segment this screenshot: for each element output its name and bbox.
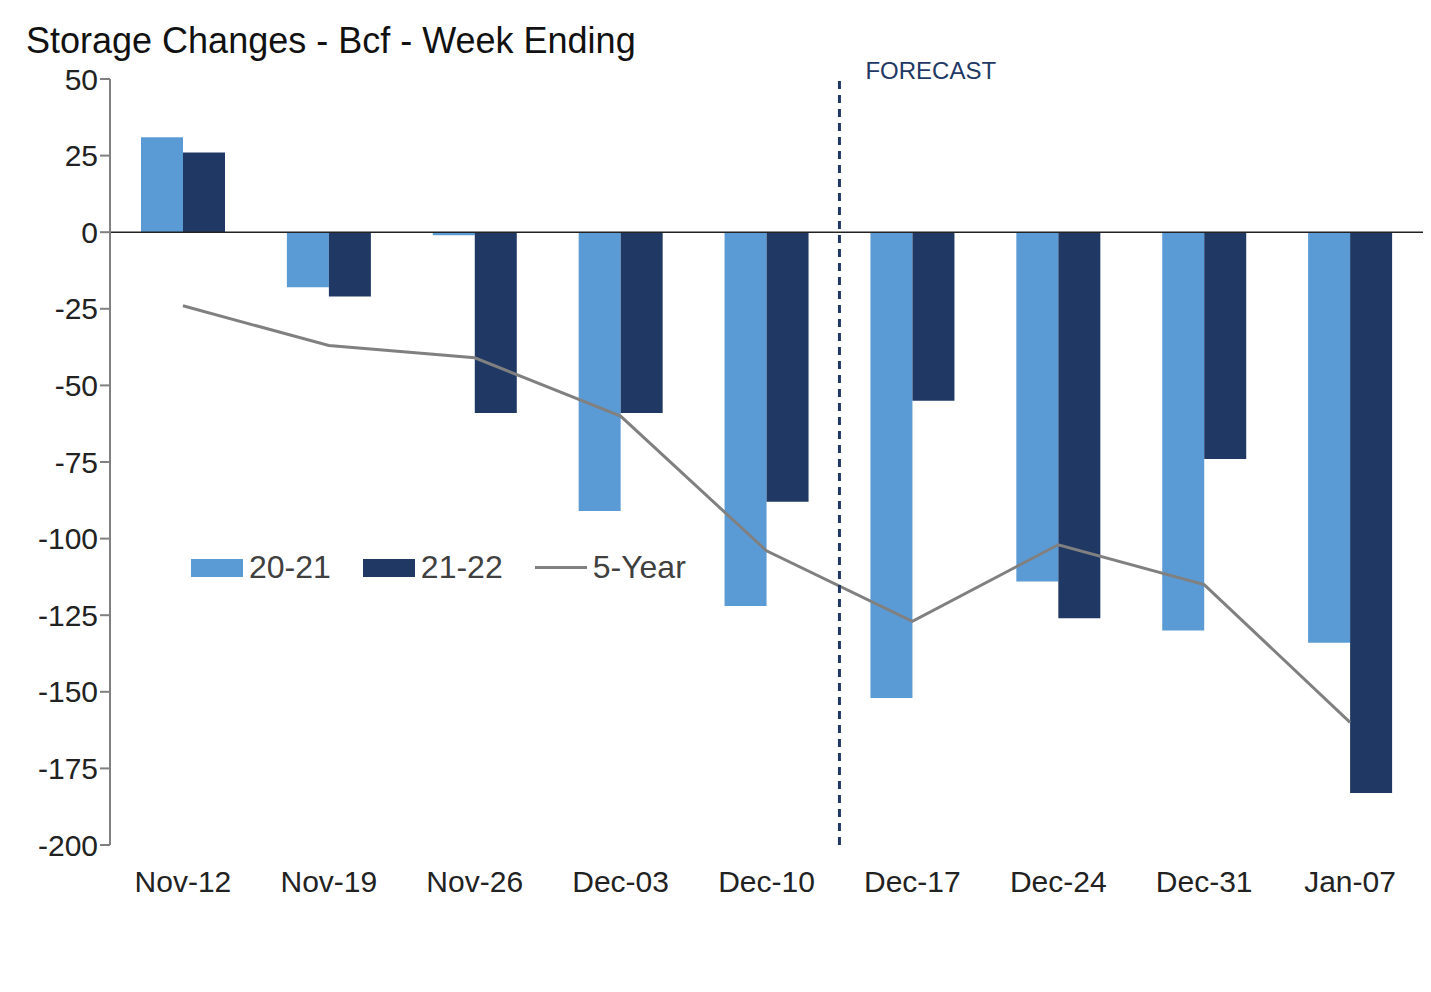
- svg-text:Nov-19: Nov-19: [280, 865, 377, 898]
- svg-text:-125: -125: [38, 599, 98, 632]
- html-text:Storage Changes - Bcf - Week E: Storage Changes - Bcf - Week Ending: [26, 20, 636, 61]
- svg-text:Nov-12: Nov-12: [135, 865, 232, 898]
- svg-text:Dec-10: Dec-10: [718, 865, 815, 898]
- html-text:21-22: 21-22: [420, 549, 503, 585]
- svg-text:-25: -25: [55, 292, 98, 325]
- svg-text:Dec-03: Dec-03: [572, 865, 669, 898]
- svg-text:-75: -75: [55, 446, 98, 479]
- html-text:5-Year: 5-Year: [592, 549, 686, 585]
- svg-text:Jan-07: Jan-07: [1304, 865, 1396, 898]
- svg-text:-200: -200: [38, 829, 98, 862]
- svg-text:FORECAST: FORECAST: [865, 57, 996, 84]
- html-text:20-21: 20-21: [249, 549, 331, 585]
- svg-text:-50: -50: [55, 369, 98, 402]
- svg-text:-100: -100: [38, 522, 98, 555]
- svg-text:Dec-17: Dec-17: [864, 865, 961, 898]
- svg-text:Nov-26: Nov-26: [426, 865, 523, 898]
- svg-text:50: 50: [65, 63, 98, 96]
- svg-text:-175: -175: [38, 752, 98, 785]
- svg-text:0: 0: [81, 216, 98, 249]
- svg-text:Dec-31: Dec-31: [1156, 865, 1253, 898]
- svg-text:Dec-24: Dec-24: [1010, 865, 1107, 898]
- svg-text:25: 25: [65, 139, 98, 172]
- svg-text:-150: -150: [38, 675, 98, 708]
